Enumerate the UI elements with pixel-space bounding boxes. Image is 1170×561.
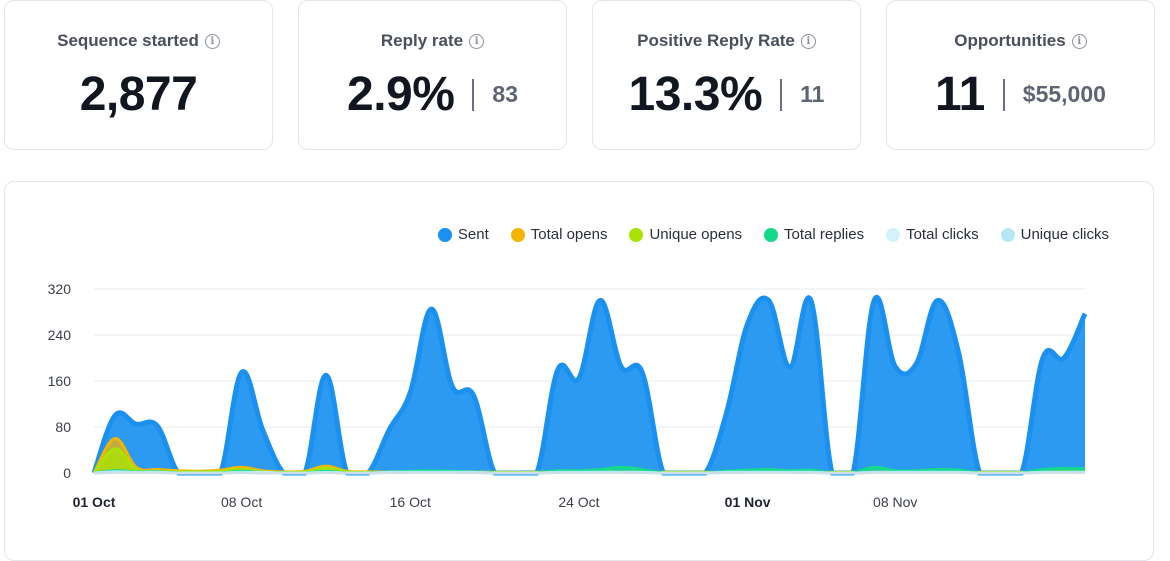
kpi-card-positive-reply-rate: Positive Reply Rate i 13.3% 11 <box>592 0 861 150</box>
legend-label: Sent <box>457 226 489 243</box>
kpi-value: 11 <box>935 68 985 121</box>
value-divider <box>1002 78 1005 111</box>
x-tick-label: 08 Nov <box>873 494 917 510</box>
x-tick-label: 24 Oct <box>558 494 599 510</box>
legend-label: Total opens <box>530 226 608 243</box>
kpi-title: Reply rate <box>380 31 464 50</box>
series-area <box>94 297 1085 473</box>
kpi-secondary-value: 83 <box>492 81 518 107</box>
kpi-title: Opportunities <box>954 31 1066 50</box>
legend-item-sent[interactable]: Sent <box>437 226 489 243</box>
info-icon[interactable]: i <box>469 33 485 49</box>
legend-item-total-replies[interactable]: Total replies <box>764 226 864 243</box>
info-icon[interactable]: i <box>800 33 816 49</box>
legend-dot <box>510 227 525 242</box>
legend-item-total-opens[interactable]: Total opens <box>510 226 608 243</box>
kpi-card-sequence-started: Sequence started i 2,877 <box>4 0 273 150</box>
value-divider <box>780 78 783 111</box>
y-tick-label: 0 <box>63 465 71 481</box>
info-icon[interactable]: i <box>204 33 220 49</box>
kpi-value: 2,877 <box>79 68 198 121</box>
kpi-title: Positive Reply Rate <box>637 31 795 50</box>
y-tick-label: 240 <box>48 327 72 343</box>
kpi-title: Sequence started <box>57 31 199 50</box>
chart-legend: Sent Total opens Unique opens Total replies… <box>437 226 1109 243</box>
kpi-card-opportunities: Opportunities i 11 $55,000 <box>886 0 1155 150</box>
x-tick-label: 01 Oct <box>73 494 116 510</box>
x-tick-label: 08 Oct <box>221 494 262 510</box>
legend-label: Total clicks <box>906 226 979 243</box>
legend-label: Total replies <box>784 226 865 243</box>
legend-dot <box>764 227 779 242</box>
legend-dot <box>437 227 452 242</box>
y-tick-label: 80 <box>55 419 71 435</box>
kpi-secondary-value: $55,000 <box>1022 81 1106 107</box>
legend-item-total-clicks[interactable]: Total clicks <box>886 226 979 243</box>
y-tick-label: 160 <box>48 373 72 389</box>
kpi-value: 13.3% <box>628 68 763 121</box>
activity-chart-card: Sent Total opens Unique opens Total replies… <box>4 181 1154 561</box>
info-icon[interactable]: i <box>1071 33 1087 49</box>
legend-item-unique-clicks[interactable]: Unique clicks <box>1000 226 1109 243</box>
kpi-secondary-value: 11 <box>800 81 825 107</box>
x-tick-label: 16 Oct <box>390 494 431 510</box>
legend-label: Unique clicks <box>1020 226 1109 243</box>
legend-dot <box>886 227 901 242</box>
series-line <box>91 294 1088 476</box>
y-tick-label: 320 <box>48 281 72 297</box>
legend-label: Unique opens <box>649 226 743 243</box>
value-divider <box>472 78 475 111</box>
legend-dot <box>629 227 644 242</box>
activity-area-chart: 320 240 160 80 001 Oct 08 Oct 16 Oct 24 Oct 01 N… <box>48 281 1088 510</box>
legend-dot <box>1000 227 1015 242</box>
kpi-card-reply-rate: Reply rate i 2.9% 83 <box>298 0 567 150</box>
legend-item-unique-opens[interactable]: Unique opens <box>629 226 742 243</box>
x-tick-label: 01 Nov <box>725 494 771 510</box>
series-sent <box>91 294 1088 476</box>
kpi-value: 2.9% <box>347 68 455 121</box>
